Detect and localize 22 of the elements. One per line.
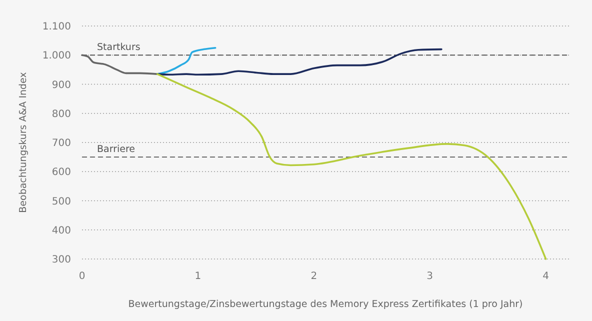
y-tick-label: 700 xyxy=(52,138,71,149)
line-series xyxy=(156,48,442,76)
y-tick-label: 400 xyxy=(52,225,71,236)
y-tick-label: 800 xyxy=(52,108,71,120)
x-tick-label: 4 xyxy=(542,271,549,282)
y-tick-label: 500 xyxy=(52,196,71,208)
x-tick-label: 1 xyxy=(194,271,202,282)
x-tick-label: 3 xyxy=(426,271,434,282)
line-series xyxy=(156,46,216,75)
x-tick-label: 0 xyxy=(78,271,86,282)
x-axis-title: Bewertungstage/Zinsbewertungstage des Memory Express Zertifikates (1 pro Jahr) xyxy=(128,299,523,310)
y-tick-label: 300 xyxy=(52,254,71,266)
y-tick-label: 1.000 xyxy=(42,50,71,62)
y-tick-label: 1.100 xyxy=(42,22,71,32)
y-tick-label: 900 xyxy=(52,80,71,91)
ref-line-label: Barriere xyxy=(97,144,136,156)
ref-line-label: Startkurs xyxy=(97,42,140,54)
y-axis-title: Beobachtungskurs A&A Index xyxy=(18,72,29,213)
x-tick-label: 2 xyxy=(310,271,318,282)
line-series xyxy=(81,54,158,75)
y-tick-label: 600 xyxy=(52,167,71,178)
line-series xyxy=(156,73,547,260)
